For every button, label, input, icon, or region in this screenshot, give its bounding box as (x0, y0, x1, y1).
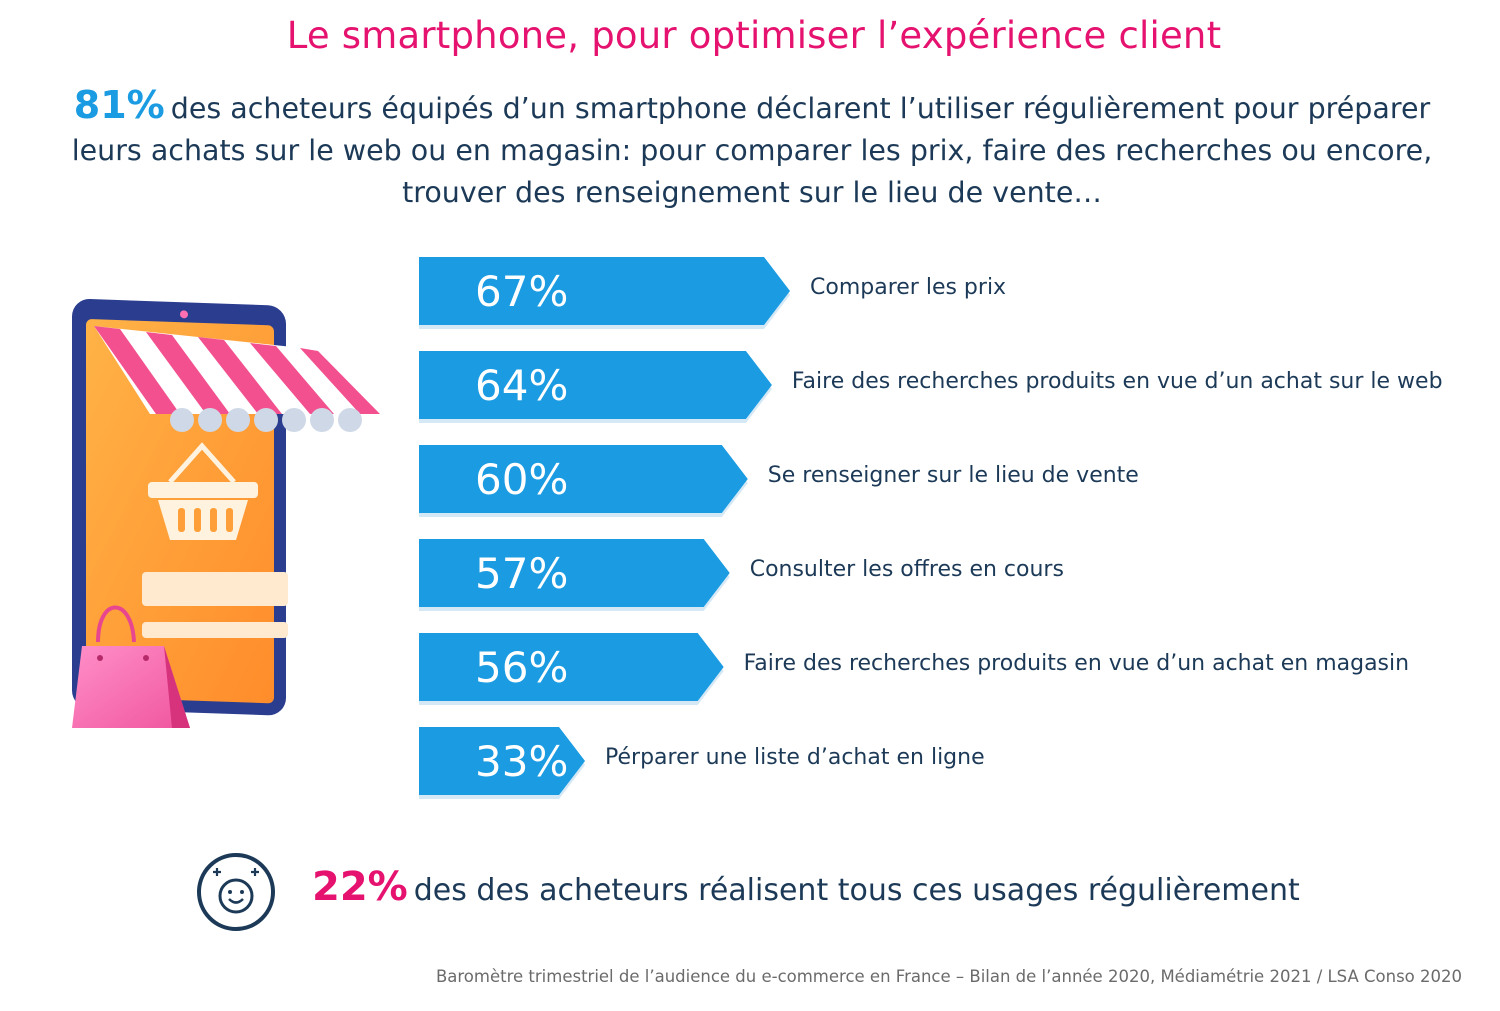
bar-value-label: 60% (475, 455, 568, 504)
smiley-icon (197, 853, 275, 931)
bar-value-label: 67% (475, 267, 568, 316)
bar (419, 539, 730, 607)
intro-paragraph: 81% des acheteurs équipés d’un smartphone… (60, 84, 1444, 214)
bar-category-label: Faire des recherches produits en vue d’u… (791, 369, 1443, 394)
intro-text: des acheteurs équipés d’un smartphone dé… (71, 92, 1433, 209)
bar-category-label: Consulter les offres en cours (749, 557, 1064, 582)
bar (419, 257, 790, 325)
footer-highlight: 22% (312, 864, 408, 910)
bar (419, 633, 724, 701)
page-title: Le smartphone, pour optimiser l’expérien… (286, 14, 1222, 57)
bar-value-label: 57% (475, 549, 568, 598)
bar (419, 351, 772, 419)
footer-text: des des acheteurs réalisent tous ces usa… (413, 873, 1300, 908)
source-note: Baromètre trimestriel de l’audience du e… (435, 967, 1462, 986)
bar-category-label: Pérparer une liste d’achat en ligne (605, 745, 985, 770)
awning-icon (94, 326, 380, 432)
bar (419, 727, 585, 795)
bar-category-label: Faire des recherches produits en vue d’u… (743, 651, 1410, 676)
bar-category-label: Se renseigner sur le lieu de vente (767, 463, 1139, 488)
basket-icon (148, 442, 258, 540)
bar-category-label: Comparer les prix (810, 275, 1007, 300)
bar-value-label: 64% (475, 361, 568, 410)
smartphone-shop-icon (72, 299, 380, 728)
bar-value-label: 56% (475, 643, 568, 692)
shopping-bag-icon (72, 605, 190, 728)
footer-statement: 22% des des acheteurs réalisent tous ces … (312, 864, 1412, 910)
intro-highlight: 81% (73, 83, 165, 127)
bar (419, 445, 748, 513)
bar-value-label: 33% (475, 737, 568, 786)
